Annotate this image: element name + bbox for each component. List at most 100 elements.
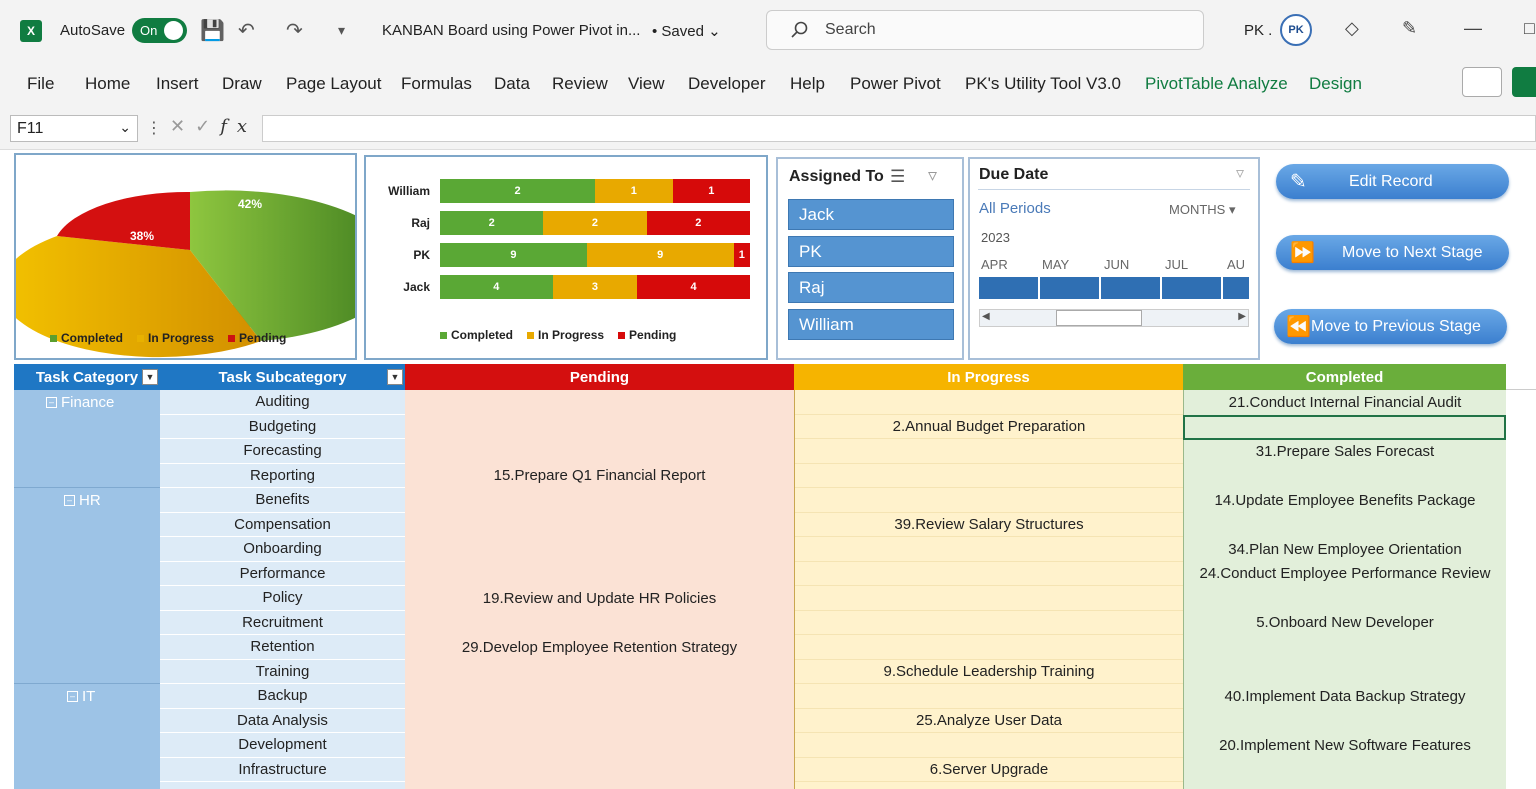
tab-insert[interactable]: Insert [156, 74, 199, 93]
in-progress-task-cell[interactable] [795, 684, 1183, 709]
subcategory-cell[interactable]: Auditing [160, 390, 405, 415]
tab-home[interactable]: Home [85, 74, 131, 93]
selected-cell-f11[interactable] [1183, 415, 1506, 440]
avatar[interactable]: PK [1280, 14, 1312, 46]
bar-segment-pending[interactable]: 1 [672, 179, 750, 203]
bar-segment-pending[interactable]: 1 [733, 243, 750, 267]
pending-task-cell[interactable]: 29.Develop Employee Retention Strategy [461, 638, 738, 656]
completed-task-cell[interactable] [1184, 758, 1506, 783]
tab-draw[interactable]: Draw [222, 74, 262, 93]
bar-segment-pending[interactable]: 4 [637, 275, 750, 299]
share-button[interactable] [1512, 67, 1536, 97]
completed-task-cell[interactable]: 34.Plan New Employee Orientation [1228, 540, 1462, 558]
completed-task-cell[interactable]: 31.Prepare Sales Forecast [1255, 442, 1435, 460]
diamond-icon[interactable]: ◇ [1345, 18, 1359, 38]
in-progress-task-cell[interactable] [795, 586, 1183, 611]
saved-status[interactable]: • Saved ⌄ [652, 23, 721, 40]
subcategory-cell[interactable]: Backup [160, 684, 405, 709]
tab-help[interactable]: Help [790, 74, 825, 93]
pending-task-cell[interactable] [405, 660, 794, 685]
completed-task-cell[interactable] [1184, 513, 1506, 538]
pie-slice-completed[interactable] [190, 190, 402, 341]
in-progress-task-cell[interactable] [795, 635, 1183, 660]
bar-segment-in-progress[interactable]: 1 [595, 179, 673, 203]
bar-segment-completed[interactable]: 9 [440, 243, 587, 267]
pending-task-cell[interactable] [405, 488, 794, 513]
in-progress-task-cell[interactable] [795, 537, 1183, 562]
pen-icon[interactable]: ✎ [1402, 18, 1418, 38]
pending-task-cell[interactable] [405, 537, 794, 562]
more-icon[interactable]: ⋮ [146, 120, 162, 137]
filter-dropdown-icon[interactable]: ▼ [142, 369, 158, 385]
check-icon[interactable]: ✓ [195, 116, 221, 136]
timeline-bar[interactable] [979, 277, 1249, 299]
tab-pivottable-analyze[interactable]: PivotTable Analyze [1145, 74, 1288, 93]
slicer-item-pk[interactable]: PK [788, 236, 954, 267]
tab-power-pivot[interactable]: Power Pivot [850, 74, 941, 93]
completed-task-cell[interactable] [1184, 586, 1506, 611]
category-hr[interactable]: – HR [64, 492, 101, 509]
subcategory-cell[interactable]: Reporting [160, 464, 405, 488]
undo-icon[interactable]: ↶ [238, 20, 255, 42]
next-stage-button[interactable]: ⏩ Move to Next Stage [1276, 235, 1509, 270]
pending-task-cell[interactable] [405, 733, 794, 758]
autosave-toggle[interactable]: On [132, 18, 187, 43]
slicer-item-william[interactable]: William [788, 309, 954, 340]
category-it[interactable]: – IT [67, 688, 95, 705]
completed-task-cell[interactable] [1184, 635, 1506, 660]
bar-segment-in-progress[interactable]: 9 [586, 243, 734, 267]
bar-segment-completed[interactable]: 2 [440, 211, 544, 235]
tab-page-layout[interactable]: Page Layout [286, 74, 382, 93]
pending-task-cell[interactable]: 15.Prepare Q1 Financial Report [493, 467, 706, 485]
multi-select-icon[interactable]: ☰ [890, 167, 906, 186]
pending-task-cell[interactable] [405, 611, 794, 636]
in-progress-task-cell[interactable]: 25.Analyze User Data [795, 709, 1183, 733]
subcategory-cell[interactable]: Policy [160, 586, 405, 611]
scroll-left-icon[interactable]: ◀ [982, 311, 990, 322]
scroll-thumb[interactable] [1056, 310, 1142, 326]
previous-stage-button[interactable]: ⏪ Move to Previous Stage [1274, 309, 1507, 344]
subcategory-cell[interactable]: Onboarding [160, 537, 405, 562]
tab-design[interactable]: Design [1309, 74, 1362, 93]
scroll-right-icon[interactable]: ▶ [1238, 311, 1246, 322]
time-level-select[interactable]: MONTHS ▾ [1169, 202, 1236, 217]
search-box[interactable]: Search [766, 10, 1204, 50]
user-initials[interactable]: PK . [1244, 22, 1273, 39]
bar-segment-completed[interactable]: 2 [440, 179, 595, 203]
category-finance[interactable]: – Finance [46, 394, 114, 411]
pending-task-cell[interactable] [405, 684, 794, 709]
pie-slice-in-progress[interactable] [0, 236, 261, 358]
slicer-item-jack[interactable]: Jack [788, 199, 954, 230]
tab-utility-tool[interactable]: PK's Utility Tool V3.0 [965, 74, 1121, 93]
pending-task-cell[interactable] [405, 562, 794, 587]
completed-task-cell[interactable]: 20.Implement New Software Features [1219, 736, 1471, 754]
save-icon[interactable]: 💾 [200, 20, 225, 42]
in-progress-task-cell[interactable] [795, 733, 1183, 758]
slicer-item-raj[interactable]: Raj [788, 272, 954, 303]
subcategory-cell[interactable]: Budgeting [160, 415, 405, 439]
pending-task-cell[interactable] [405, 709, 794, 734]
pie-chart-panel[interactable]: 42% 38% 20% Completed In Progress Pendin… [0, 153, 402, 360]
filter-dropdown-icon[interactable]: ▼ [387, 369, 403, 385]
tab-developer[interactable]: Developer [688, 74, 766, 93]
pending-task-cell[interactable] [405, 415, 794, 440]
in-progress-task-cell[interactable] [795, 488, 1183, 513]
in-progress-task-cell[interactable]: 2.Annual Budget Preparation [795, 415, 1183, 439]
in-progress-task-cell[interactable] [795, 611, 1183, 635]
completed-task-cell[interactable]: 24.Conduct Employee Performance Review [1199, 565, 1491, 583]
header-task-category[interactable]: Task Category ▼ [14, 364, 160, 390]
completed-task-cell[interactable] [1184, 660, 1506, 685]
completed-task-cell[interactable]: 40.Implement Data Backup Strategy [1224, 687, 1466, 705]
pending-task-cell[interactable]: 19.Review and Update HR Policies [482, 589, 717, 607]
pending-task-cell[interactable] [405, 513, 794, 538]
completed-task-cell[interactable] [1184, 709, 1506, 734]
completed-task-cell[interactable]: 5.Onboard New Developer [1256, 614, 1434, 632]
in-progress-task-cell[interactable]: 9.Schedule Leadership Training [795, 660, 1183, 684]
tab-data[interactable]: Data [494, 74, 530, 93]
tab-review[interactable]: Review [552, 74, 608, 93]
fx-icon[interactable]: fx [220, 116, 258, 137]
redo-icon[interactable]: ↷ [286, 20, 303, 42]
document-title[interactable]: KANBAN Board using Power Pivot in... [382, 22, 641, 39]
timeline-scrollbar[interactable]: ◀ ▶ [979, 309, 1249, 327]
minimize-icon[interactable]: — [1464, 18, 1482, 38]
